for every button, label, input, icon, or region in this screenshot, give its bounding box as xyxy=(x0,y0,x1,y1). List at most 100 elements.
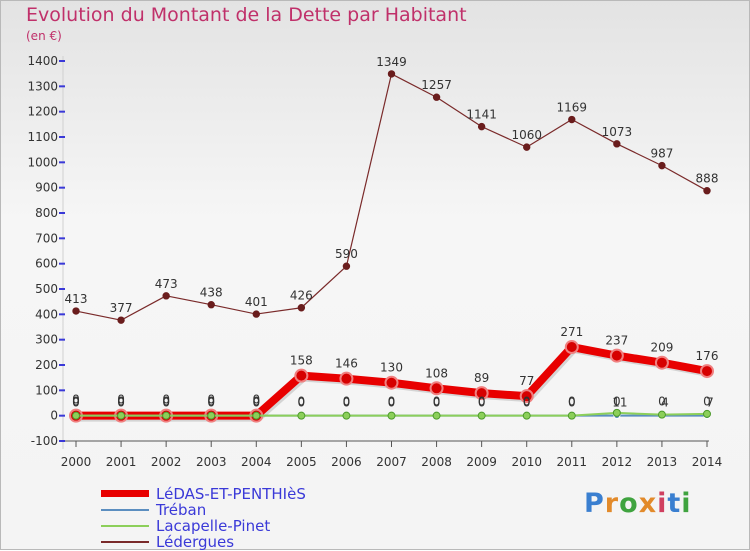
data-label-ledas: 158 xyxy=(290,354,313,368)
y-tick-label: -100 xyxy=(31,434,58,448)
data-label-lacapelle: 0 xyxy=(388,396,396,410)
x-tick-label: 2009 xyxy=(466,455,497,469)
legend-swatch-ledas xyxy=(101,490,149,497)
y-tick-label: 100 xyxy=(35,383,58,397)
legend-swatch-ledergues xyxy=(101,541,149,543)
data-label-ledergues: 438 xyxy=(200,286,223,300)
data-label-lacapelle: 0 xyxy=(72,396,80,410)
series-point-2 xyxy=(432,411,441,420)
legend-label-ledergues: Lédergues xyxy=(156,533,235,551)
data-label-treban: 0 xyxy=(298,395,306,409)
legend-label-lacapelle: Lacapelle-Pinet xyxy=(156,517,271,535)
series-point-2 xyxy=(477,411,486,420)
series-point-0 xyxy=(339,371,354,386)
data-label-lacapelle: 11 xyxy=(612,396,627,410)
data-label-treban: 0 xyxy=(703,395,711,409)
x-tick-label: 2000 xyxy=(61,455,92,469)
logo-letter: o xyxy=(619,488,639,519)
data-label-ledas: 0 xyxy=(72,393,80,407)
data-label-ledergues: 426 xyxy=(290,289,313,303)
x-tick-label: 2010 xyxy=(511,455,542,469)
data-label-treban: 0 xyxy=(252,395,260,409)
data-label-ledas: 0 xyxy=(207,393,215,407)
data-label-lacapelle: 7 xyxy=(706,396,714,410)
data-label-ledergues: 1141 xyxy=(466,108,497,122)
series-point-3 xyxy=(658,161,666,170)
data-label-ledas: 237 xyxy=(605,334,628,348)
data-label-treban: 0 xyxy=(568,395,576,409)
x-tick-label: 2006 xyxy=(331,455,362,469)
data-label-ledergues: 590 xyxy=(335,247,358,261)
data-label-ledas: 108 xyxy=(425,366,448,380)
data-label-lacapelle: 0 xyxy=(298,396,306,410)
series-point-3 xyxy=(703,187,711,195)
legend-swatch-lacapelle xyxy=(101,525,149,527)
series-point-2 xyxy=(342,411,351,420)
series-point-2 xyxy=(567,411,576,420)
legend-label-ledas: LéDAS-ET-PENTHIèS xyxy=(156,485,306,503)
data-label-ledergues: 401 xyxy=(245,295,268,309)
series-point-0 xyxy=(519,389,534,404)
data-label-ledas: 0 xyxy=(162,393,170,407)
data-label-ledergues: 413 xyxy=(65,292,88,306)
series-point-3 xyxy=(162,292,170,300)
series-point-0 xyxy=(654,355,669,370)
x-tick-label: 2011 xyxy=(557,455,588,469)
y-tick-label: 900 xyxy=(35,181,58,195)
data-label-lacapelle: 0 xyxy=(433,396,441,410)
x-tick-label: 2013 xyxy=(647,455,678,469)
y-tick-label: 600 xyxy=(35,257,58,271)
series-point-2 xyxy=(207,411,216,420)
data-label-treban: 0 xyxy=(478,395,486,409)
data-label-ledas: 77 xyxy=(519,374,534,388)
logo-letter: r xyxy=(604,488,620,519)
logo-letter: P xyxy=(584,488,605,519)
y-tick-label: 800 xyxy=(35,206,58,220)
data-label-treban: 0 xyxy=(658,395,666,409)
legend-label-treban: Tréban xyxy=(156,501,207,519)
data-label-ledergues: 888 xyxy=(696,172,719,186)
data-label-treban: 0 xyxy=(523,395,531,409)
chart-title: Evolution du Montant de la Dette par Hab… xyxy=(26,4,467,26)
data-label-ledergues: 1349 xyxy=(376,55,407,69)
series-point-2 xyxy=(252,411,261,420)
data-label-lacapelle: 4 xyxy=(661,396,669,410)
data-label-ledas: 146 xyxy=(335,357,358,371)
series-point-3 xyxy=(297,304,306,312)
series-point-3 xyxy=(72,307,80,315)
x-tick-label: 2005 xyxy=(286,455,317,469)
data-label-lacapelle: 0 xyxy=(252,396,260,410)
data-label-treban: 0 xyxy=(343,395,351,409)
data-label-ledas: 130 xyxy=(380,361,403,375)
y-tick-label: 400 xyxy=(35,307,58,321)
data-label-ledas: 89 xyxy=(474,371,489,385)
series-point-3 xyxy=(432,93,441,101)
data-label-ledas: 271 xyxy=(560,325,583,339)
data-label-lacapelle: 0 xyxy=(117,396,125,410)
series-point-0 xyxy=(474,386,489,401)
series-point-3 xyxy=(387,70,396,78)
x-tick-label: 2004 xyxy=(241,455,272,469)
series-point-3 xyxy=(252,310,260,318)
y-tick-label: 1300 xyxy=(27,79,58,93)
logo-letter: i xyxy=(681,488,692,519)
series-point-3 xyxy=(613,140,621,148)
x-tick-label: 2002 xyxy=(151,455,182,469)
data-label-ledergues: 1257 xyxy=(421,78,452,92)
data-label-treban: 0 xyxy=(72,395,80,409)
series-point-2 xyxy=(657,410,666,419)
data-label-ledas: 0 xyxy=(252,393,260,407)
series-point-2 xyxy=(117,411,126,420)
data-label-treban: 0 xyxy=(388,395,396,409)
y-tick-label: 0 xyxy=(50,409,58,423)
series-point-0 xyxy=(294,368,309,383)
y-tick-label: 1200 xyxy=(27,105,58,119)
series-point-3 xyxy=(568,115,576,124)
series-point-0 xyxy=(700,364,714,379)
x-tick-label: 2014 xyxy=(692,455,723,469)
series-point-2 xyxy=(297,411,306,420)
data-label-treban: 0 xyxy=(433,395,441,409)
y-tick-label: 1400 xyxy=(27,54,58,68)
data-label-lacapelle: 0 xyxy=(523,396,531,410)
y-tick-label: 200 xyxy=(35,358,58,372)
